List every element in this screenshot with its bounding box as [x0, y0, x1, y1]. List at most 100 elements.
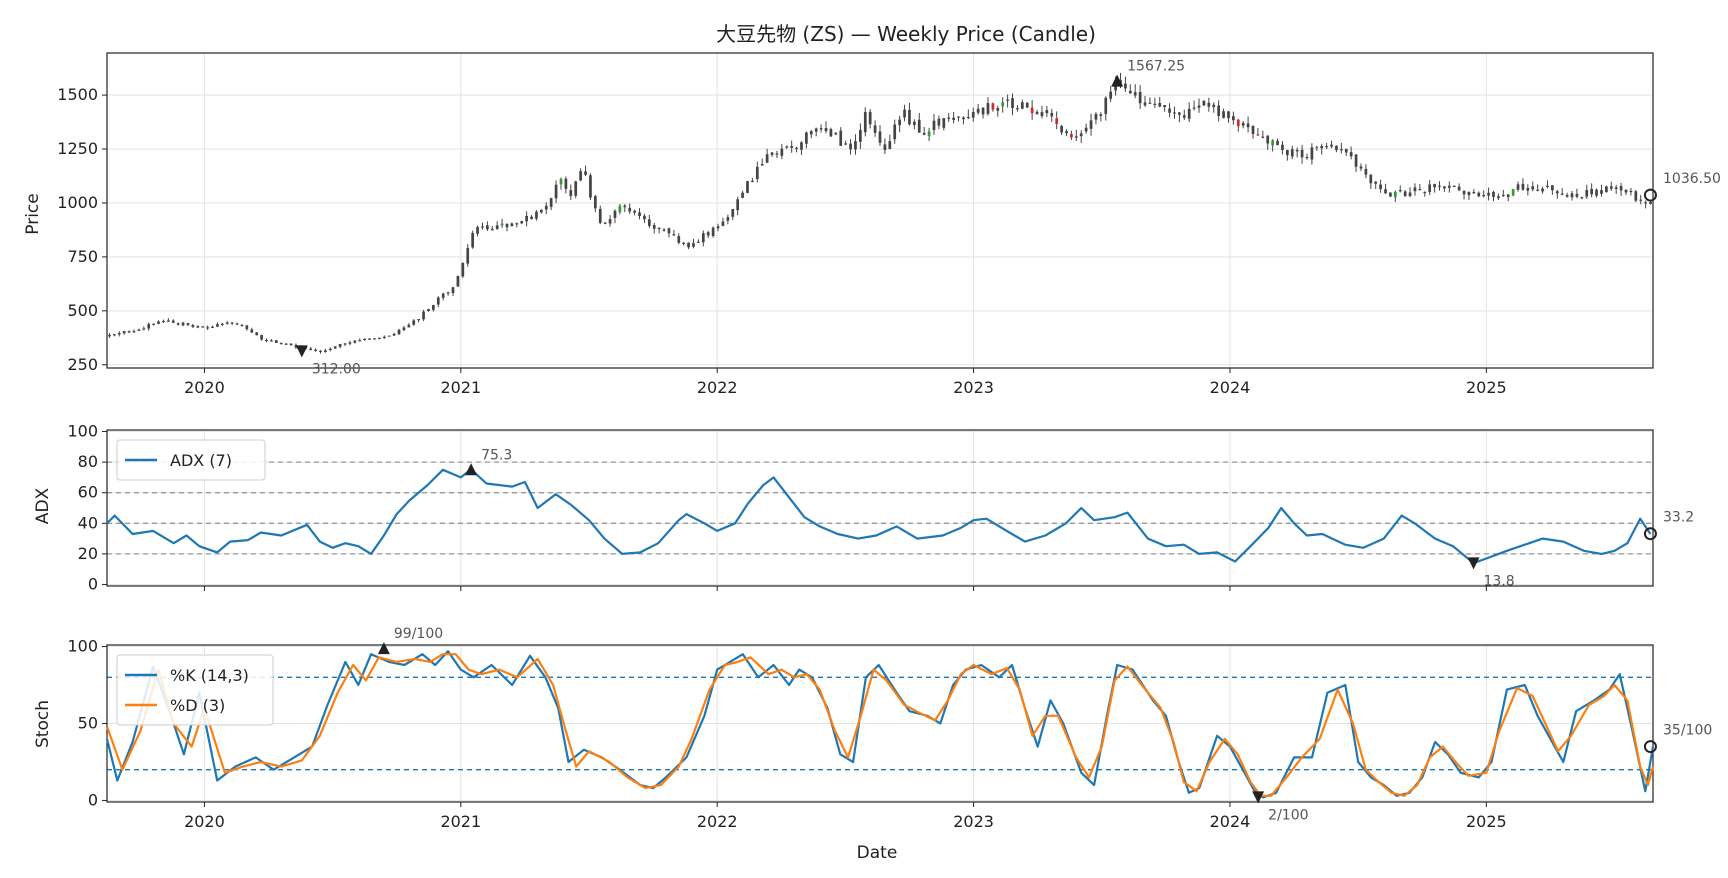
candle-body: [1467, 191, 1471, 196]
candle-body: [1128, 90, 1132, 94]
candle-body: [589, 175, 592, 198]
candle-body: [1286, 150, 1289, 156]
chart-title: 大豆先物 (ZS) — Weekly Price (Candle): [716, 22, 1096, 46]
candle-body: [1099, 114, 1103, 116]
candle-body: [927, 131, 931, 136]
candle-body: [1335, 145, 1338, 151]
candle-body: [1354, 154, 1358, 167]
candle-body: [746, 181, 749, 193]
candle-body: [1506, 194, 1510, 198]
min-marker: [1467, 557, 1480, 570]
candle-body: [451, 287, 455, 294]
candle-body: [952, 117, 955, 120]
candle-body: [515, 223, 519, 225]
plot-frame: [106, 429, 1654, 587]
candle-body: [1232, 116, 1235, 121]
candle-body: [1060, 126, 1063, 133]
candle-body: [117, 332, 121, 335]
candle-body: [1330, 144, 1333, 147]
candle-body: [1497, 196, 1500, 199]
candle-body: [1192, 107, 1196, 109]
max-annotation: 75.3: [481, 447, 512, 463]
candle-body: [1310, 147, 1314, 160]
candle-body: [196, 325, 200, 328]
candle-body: [1187, 108, 1191, 119]
last-value-marker: [1643, 188, 1657, 202]
candle-body: [1030, 107, 1034, 114]
candle-body: [584, 171, 587, 175]
candle-body: [1050, 113, 1054, 117]
candle-body: [270, 340, 273, 342]
y-tick-label: 500: [67, 301, 98, 320]
candle-body: [922, 132, 926, 135]
candle-body: [549, 198, 553, 207]
max-marker: [465, 463, 478, 476]
candle-body: [1256, 134, 1260, 136]
candle-body: [1089, 120, 1093, 129]
candle-body: [711, 227, 715, 236]
candle-body: [363, 338, 367, 340]
candle-body: [854, 141, 857, 150]
legend-box: [116, 439, 266, 481]
candle-body: [1197, 105, 1201, 108]
candle-body: [1124, 83, 1127, 89]
candle-body: [1104, 97, 1108, 114]
candle-body: [338, 344, 342, 347]
candle-body: [157, 321, 160, 324]
min-marker: [1252, 791, 1265, 804]
candle-body: [1212, 104, 1216, 108]
candle-body: [225, 322, 229, 324]
candle-body: [657, 227, 661, 229]
candle-body: [412, 320, 416, 325]
candle-body: [1271, 140, 1274, 146]
candle-body: [441, 293, 445, 298]
candle-body: [701, 233, 705, 243]
candle-body: [540, 209, 543, 213]
candle-body: [780, 148, 784, 156]
x-tick-label: 2021: [440, 378, 481, 397]
candle-body: [417, 319, 421, 321]
candle-body: [1153, 103, 1157, 105]
candle-body: [132, 331, 136, 333]
y-tick-label: 60: [78, 483, 98, 502]
last-value-marker: [1643, 740, 1657, 754]
candle-body: [790, 146, 794, 148]
candle-body: [1349, 152, 1353, 157]
candle-body: [1423, 191, 1427, 194]
candle-body: [147, 324, 151, 329]
candle-body: [113, 334, 116, 336]
candle-body: [1605, 186, 1608, 193]
candle-body: [569, 190, 573, 196]
candle-body: [991, 103, 995, 110]
candle-body: [333, 346, 337, 349]
x-tick-label: 2022: [697, 378, 738, 397]
candle-body: [1158, 103, 1162, 107]
candle-body: [260, 335, 263, 340]
candle-body: [289, 343, 293, 346]
candle-body: [1560, 193, 1564, 195]
candle-body: [1531, 186, 1535, 190]
candle-body: [1403, 191, 1407, 197]
candle-body: [1276, 140, 1279, 146]
candle-body: [1570, 193, 1574, 198]
candle-body: [373, 338, 376, 340]
candle-body: [1109, 91, 1113, 99]
candle-body: [731, 209, 735, 217]
candle-body: [481, 226, 484, 228]
candle-body: [706, 232, 710, 236]
candle-body: [1295, 149, 1299, 152]
candle-body: [108, 334, 111, 337]
candle-body: [319, 350, 322, 353]
candle-body: [755, 166, 759, 180]
max-annotation: 1567.25: [1127, 59, 1185, 75]
candle-body: [427, 309, 430, 311]
candle-body: [697, 241, 700, 243]
x-tick-label: 2025: [1466, 378, 1507, 397]
candle-body: [1315, 147, 1319, 149]
candle-body: [422, 311, 425, 320]
candle-body: [1521, 183, 1525, 190]
candle-body: [976, 108, 980, 113]
candle-body: [716, 226, 720, 229]
candle-body: [652, 225, 656, 229]
adx-panel: 0 20 40 60 80 100 ADX (7) 75.3 13.8 33.2: [67, 422, 1694, 594]
